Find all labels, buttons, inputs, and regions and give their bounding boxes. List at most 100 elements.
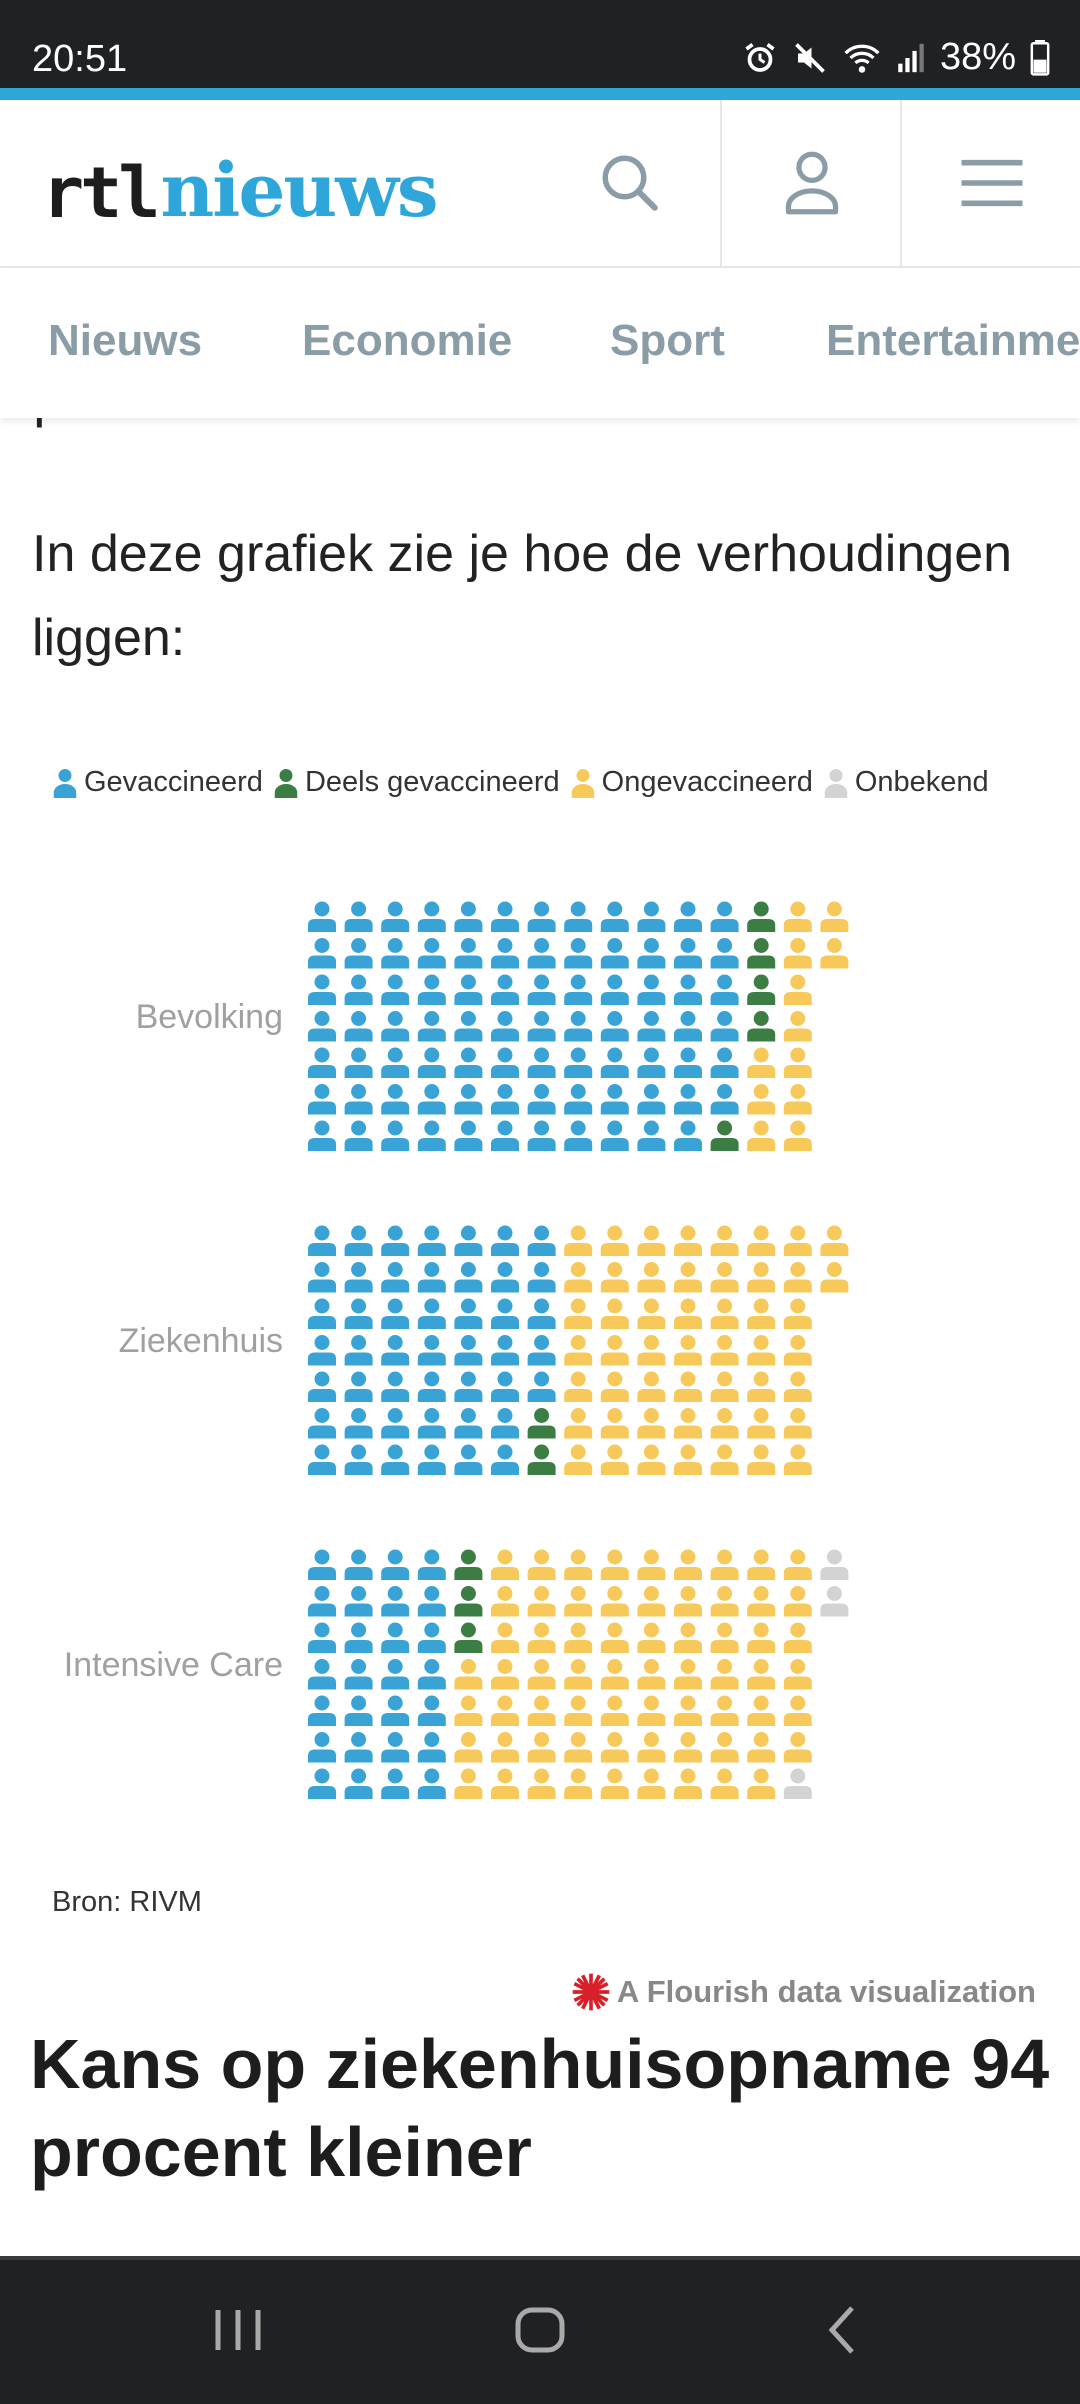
person-unit — [637, 1695, 666, 1726]
person-unit — [308, 1622, 336, 1653]
person-unit — [491, 901, 519, 932]
person-unit — [564, 1225, 593, 1256]
person-unit — [308, 938, 336, 969]
rtl-nieuws-logo[interactable]: rtl nieuws — [42, 148, 439, 228]
category-sport[interactable]: Sport — [610, 316, 725, 365]
person-unit — [344, 1549, 373, 1580]
person-unit — [674, 1084, 702, 1115]
person-unit — [783, 1586, 812, 1617]
person-unit — [674, 1695, 702, 1726]
flourish-text: A Flourish data visualization — [616, 1974, 1036, 2009]
person-unit — [710, 1011, 739, 1042]
legend-item-gevaccineerd[interactable]: Gevaccineerd — [52, 766, 263, 799]
row-label-ziekenhuis: Ziekenhuis — [118, 1322, 283, 1360]
person-unit — [527, 1768, 556, 1799]
person-unit — [454, 1586, 483, 1617]
home-icon[interactable] — [512, 2300, 568, 2360]
category-nieuws[interactable]: Nieuws — [48, 316, 203, 365]
person-unit — [747, 1444, 776, 1475]
person-unit — [308, 1335, 336, 1366]
person-unit — [564, 1011, 593, 1042]
person-unit — [747, 1371, 776, 1402]
menu-button[interactable] — [900, 100, 1080, 266]
person-unit — [747, 1622, 776, 1653]
person-unit — [381, 1084, 410, 1115]
person-unit — [564, 1768, 593, 1799]
person-unit — [600, 1622, 629, 1653]
person-unit — [674, 1011, 702, 1042]
back-icon[interactable] — [822, 2300, 862, 2360]
person-unit — [600, 1262, 629, 1293]
recent-apps-icon[interactable] — [212, 2300, 264, 2360]
person-unit — [564, 1335, 593, 1366]
legend-item-ongevaccineerd[interactable]: Ongevaccineerd — [570, 766, 813, 799]
row-label-bevolking: Bevolking — [135, 998, 283, 1036]
person-unit — [820, 1225, 849, 1256]
person-unit — [527, 1408, 556, 1439]
person-unit — [527, 1549, 556, 1580]
waffle-row-intensive-care[interactable] — [308, 1549, 849, 1800]
person-unit — [454, 1084, 483, 1115]
person-unit — [710, 1622, 739, 1653]
person-unit — [783, 1047, 812, 1078]
waffle-chart — [308, 901, 849, 1800]
legend-item-deels[interactable]: Deels gevaccineerd — [273, 766, 560, 799]
legend-item-onbekend[interactable]: Onbekend — [823, 766, 989, 799]
person-unit — [527, 1622, 556, 1653]
person-unit — [674, 938, 702, 969]
system-nav-bar — [0, 2256, 1080, 2404]
person-unit — [747, 1298, 776, 1329]
person-unit — [637, 1047, 666, 1078]
person-unit — [381, 1586, 410, 1617]
person-unit — [710, 1444, 739, 1475]
person-unit — [600, 1408, 629, 1439]
person-unit — [491, 1011, 519, 1042]
person-unit — [747, 1408, 776, 1439]
search-button[interactable] — [540, 100, 720, 266]
person-unit — [454, 1768, 483, 1799]
waffle-row-ziekenhuis[interactable] — [308, 1225, 849, 1476]
person-unit — [674, 1549, 702, 1580]
person-unit — [344, 1047, 373, 1078]
person-unit — [491, 1120, 519, 1151]
person-unit — [381, 1262, 410, 1293]
person-unit — [527, 1371, 556, 1402]
person-unit — [783, 1768, 812, 1799]
person-unit — [527, 1586, 556, 1617]
category-entertainment[interactable]: Entertainme — [826, 316, 1080, 365]
person-unit — [564, 1262, 593, 1293]
waffle-row-bevolking[interactable] — [308, 901, 849, 1152]
person-unit — [600, 1768, 629, 1799]
person-unit — [783, 1084, 812, 1115]
person-unit — [783, 1371, 812, 1402]
person-unit — [747, 1262, 776, 1293]
person-unit — [344, 1011, 373, 1042]
flourish-credit[interactable]: A Flourish data visualization — [571, 1972, 1036, 2012]
person-unit — [344, 1371, 373, 1402]
person-unit — [381, 1549, 410, 1580]
person-unit — [600, 1371, 629, 1402]
person-unit — [381, 1371, 410, 1402]
person-unit — [674, 1444, 702, 1475]
person-unit — [344, 1225, 373, 1256]
person-unit — [747, 1225, 776, 1256]
person-unit — [344, 1335, 373, 1366]
person-unit — [417, 1549, 446, 1580]
account-button[interactable] — [720, 100, 902, 266]
person-unit — [454, 1444, 483, 1475]
category-economie[interactable]: Economie — [302, 316, 513, 365]
person-unit — [637, 1084, 666, 1115]
person-unit — [637, 1586, 666, 1617]
person-unit — [637, 1262, 666, 1293]
person-unit — [564, 1444, 593, 1475]
person-unit — [783, 1335, 812, 1366]
person-unit — [344, 901, 373, 932]
person-unit — [381, 1622, 410, 1653]
person-unit — [308, 1408, 336, 1439]
person-unit — [454, 1225, 483, 1256]
person-unit — [527, 1047, 556, 1078]
search-icon — [602, 155, 658, 211]
person-unit — [344, 1622, 373, 1653]
person-unit — [454, 1622, 483, 1653]
person-unit — [308, 1444, 336, 1475]
